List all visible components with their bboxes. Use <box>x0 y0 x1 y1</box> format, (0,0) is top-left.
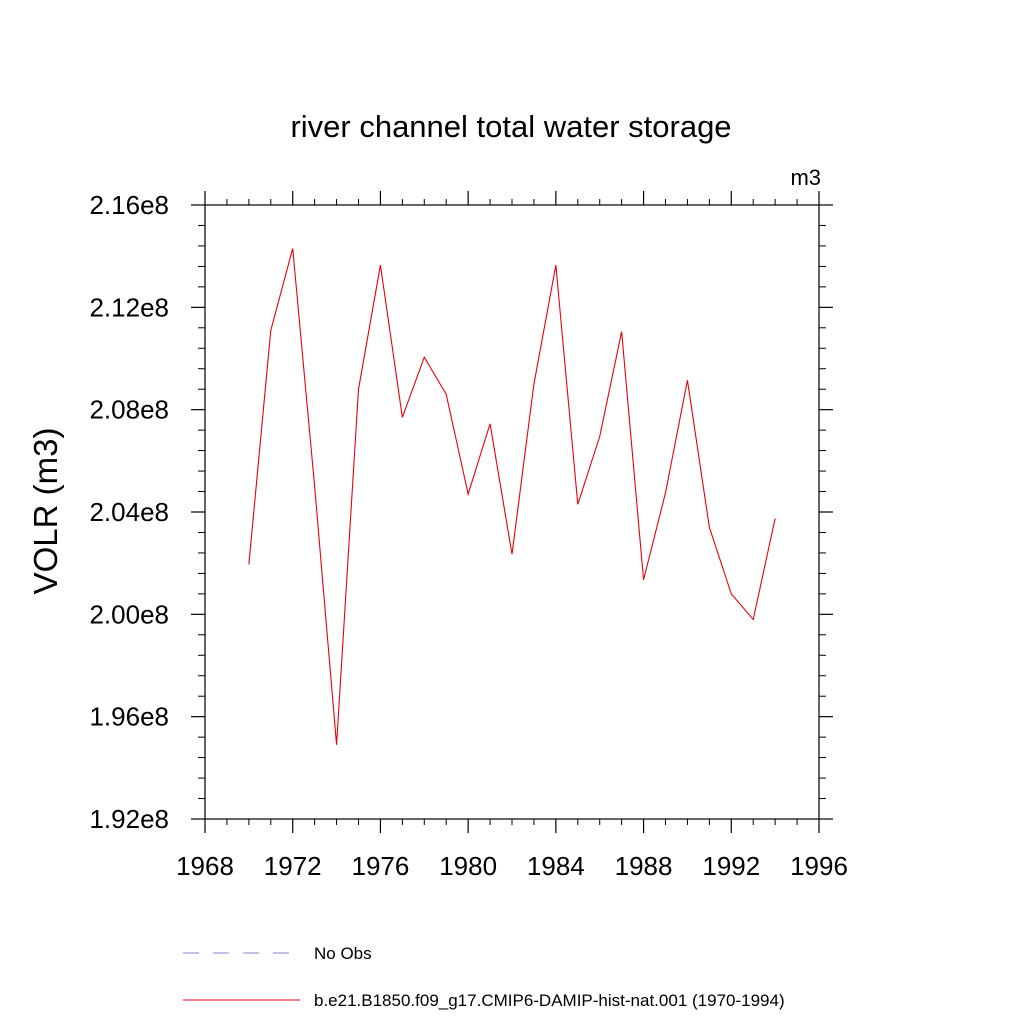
y-tick-label: 2.04e8 <box>89 497 169 527</box>
x-tick-label: 1972 <box>264 851 322 881</box>
x-tick-label: 1996 <box>790 851 848 881</box>
x-tick-label: 1980 <box>439 851 497 881</box>
y-tick-label: 1.92e8 <box>89 804 169 834</box>
legend-label: b.e21.B1850.f09_g17.CMIP6-DAMIP-hist-nat… <box>314 991 785 1010</box>
axis-tick-labels: 1968 1972 1976 1980 1984 1988 1992 1996 1.92e8 1.… <box>89 190 847 881</box>
x-tick-label: 1988 <box>615 851 673 881</box>
y-tick-label: 2.08e8 <box>89 395 169 425</box>
legend-label: No Obs <box>314 944 372 963</box>
x-tick-label: 1968 <box>176 851 234 881</box>
chart-title: river channel total water storage <box>290 109 731 144</box>
legend: No Obs b.e21.B1850.f09_g17.CMIP6-DAMIP-hi… <box>183 944 785 1010</box>
x-tick-label: 1984 <box>527 851 585 881</box>
units-label: m3 <box>790 165 821 190</box>
y-axis-label: VOLR (m3) <box>27 428 64 595</box>
y-tick-label: 2.00e8 <box>89 599 169 629</box>
series-line <box>248 248 776 745</box>
x-tick-label: 1976 <box>352 851 410 881</box>
x-tick-label: 1992 <box>702 851 760 881</box>
y-tick-label: 1.96e8 <box>89 702 169 732</box>
y-tick-label: 2.16e8 <box>89 190 169 220</box>
y-tick-label: 2.12e8 <box>89 292 169 322</box>
series-layer <box>248 248 776 745</box>
axis-ticks <box>191 191 833 833</box>
